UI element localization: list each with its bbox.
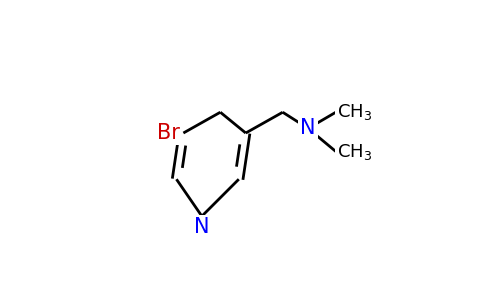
Text: N: N	[194, 217, 210, 237]
Text: Br: Br	[157, 123, 180, 143]
Text: CH$_3$: CH$_3$	[337, 102, 372, 122]
Text: CH$_3$: CH$_3$	[337, 142, 372, 161]
Text: N: N	[301, 118, 316, 138]
